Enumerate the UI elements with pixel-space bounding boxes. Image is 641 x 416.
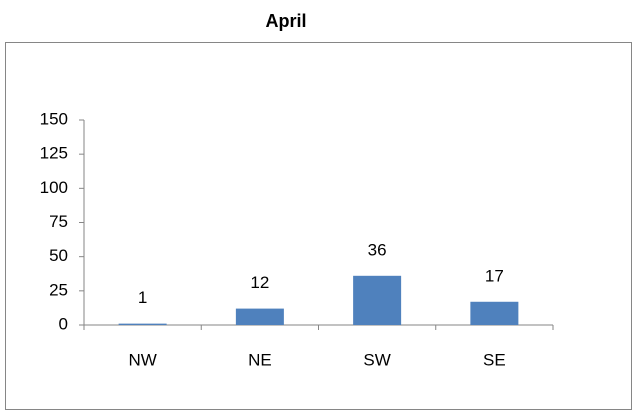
x-tick-label: SE [483, 350, 506, 369]
chart-title: April [265, 11, 306, 31]
data-label: 36 [368, 240, 387, 259]
data-label: 1 [138, 288, 147, 307]
chart-border [5, 42, 632, 410]
bar [118, 323, 167, 325]
y-tick-label: 125 [40, 144, 68, 163]
bar [235, 308, 284, 325]
data-label: 12 [250, 273, 269, 292]
bar [470, 301, 519, 325]
bar [353, 275, 402, 325]
y-tick-label: 25 [49, 280, 68, 299]
y-tick-label: 150 [40, 109, 68, 128]
y-tick-label: 50 [49, 246, 68, 265]
y-tick-label: 0 [59, 314, 68, 333]
x-tick-label: NE [248, 350, 272, 369]
x-tick-label: SW [363, 350, 390, 369]
y-tick-label: 75 [49, 212, 68, 231]
x-tick-label: NW [128, 350, 156, 369]
y-tick-label: 100 [40, 178, 68, 197]
data-label: 17 [485, 266, 504, 285]
